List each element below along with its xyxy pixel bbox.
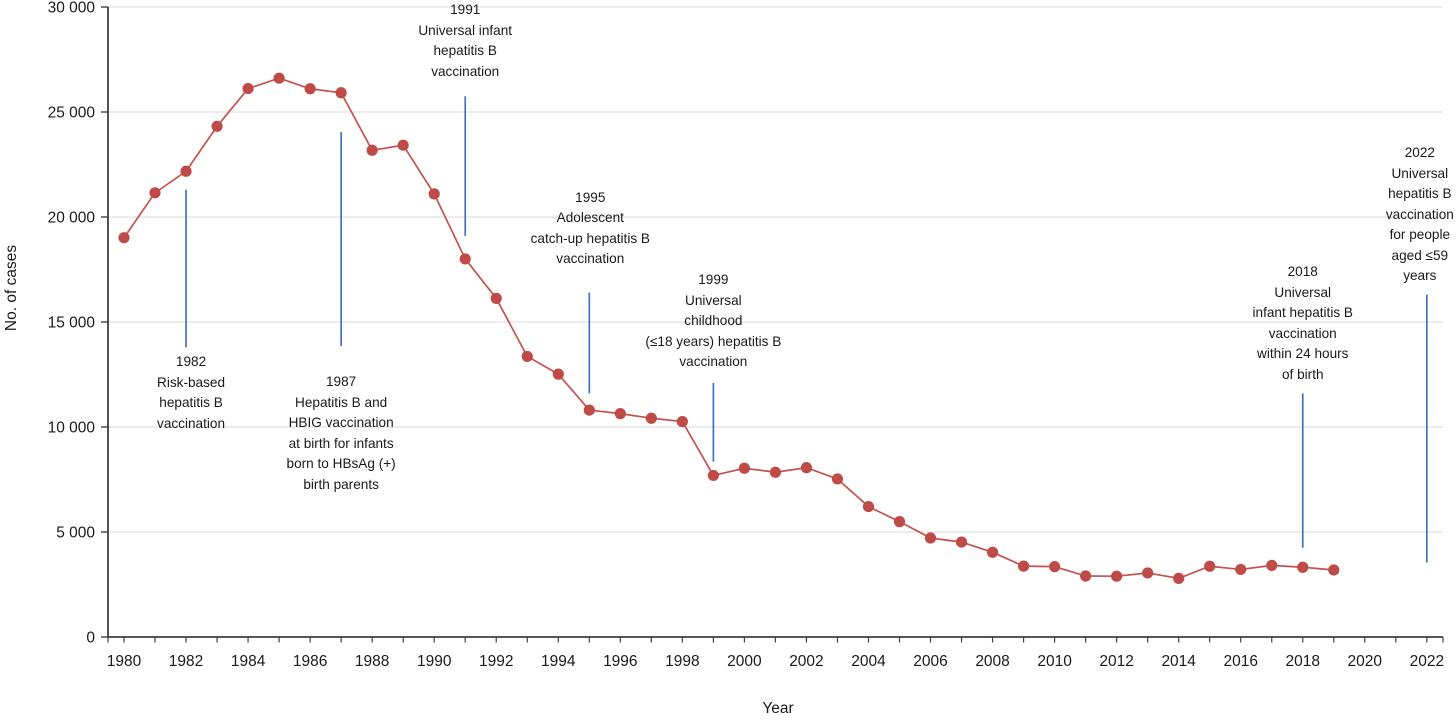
x-tick-label: 2022 — [1410, 653, 1444, 670]
data-point — [1142, 567, 1154, 579]
data-point — [242, 82, 254, 95]
x-tick-label: 1982 — [169, 653, 203, 670]
data-point — [707, 469, 719, 482]
data-point — [738, 462, 751, 474]
x-tick-label: 2012 — [1099, 653, 1133, 670]
x-tick-label: 1986 — [293, 653, 327, 670]
data-point — [676, 415, 688, 428]
y-tick-label: 30 000 — [48, 0, 96, 17]
data-point — [893, 516, 906, 528]
data-point — [614, 408, 626, 420]
x-tick-label: 1984 — [231, 653, 266, 670]
x-axis-title: Year — [762, 700, 793, 717]
y-tick-label: 0 — [86, 630, 95, 647]
data-point — [428, 188, 440, 200]
data-point — [304, 83, 316, 95]
data-point — [180, 165, 192, 177]
series-line — [123, 77, 1334, 580]
data-point — [118, 232, 130, 244]
data-point — [1204, 560, 1216, 572]
y-tick-label: 10 000 — [48, 420, 96, 437]
data-point — [769, 466, 782, 478]
x-tick-label: 2008 — [975, 653, 1009, 670]
data-point — [955, 536, 968, 548]
data-point — [986, 546, 999, 558]
axes: 0 5 000 10 000 15 000 20 000 25 000 30 000 1980… — [48, 0, 1445, 670]
x-tick-label: 2018 — [1286, 653, 1320, 670]
x-tick-label: 1996 — [603, 653, 637, 670]
data-point — [211, 120, 223, 132]
data-point — [397, 139, 409, 151]
data-point — [1017, 560, 1030, 572]
x-tick-label: 1980 — [107, 653, 142, 670]
data-point — [831, 473, 844, 485]
data-point — [335, 87, 347, 99]
y-tick-label: 5 000 — [56, 525, 95, 542]
data-point — [149, 187, 161, 199]
data-point — [1111, 570, 1123, 582]
x-tick-label: 1992 — [479, 653, 513, 670]
data-point — [552, 368, 564, 380]
y-tick-label: 15 000 — [48, 315, 96, 332]
x-tick-label: 2010 — [1037, 653, 1072, 670]
gridlines — [108, 6, 1443, 533]
data-point — [1049, 561, 1061, 573]
x-tick-label: 2002 — [789, 653, 823, 670]
x-tick-label: 1998 — [665, 653, 699, 670]
data-point — [1173, 572, 1185, 584]
data-point — [490, 292, 502, 304]
data-point — [1080, 570, 1092, 582]
x-tick-label: 2016 — [1223, 653, 1257, 670]
x-tick-label: 1994 — [541, 653, 576, 670]
data-point — [366, 144, 378, 156]
y-axis-title: No. of cases — [3, 245, 20, 331]
x-tick-label: 2020 — [1348, 653, 1383, 670]
data-point — [1266, 559, 1278, 572]
y-tick-label: 25 000 — [48, 105, 96, 122]
x-tick-label: 2000 — [727, 653, 762, 670]
data-point — [800, 462, 813, 474]
data-point — [583, 404, 595, 416]
data-point — [1297, 561, 1309, 573]
data-point — [862, 500, 875, 513]
data-point — [1235, 563, 1247, 576]
x-tick-label: 1990 — [417, 653, 452, 670]
data-point — [645, 412, 657, 424]
data-point — [1328, 564, 1340, 576]
data-series — [118, 72, 1340, 584]
y-tick-label: 20 000 — [48, 210, 96, 227]
data-point — [459, 253, 471, 265]
data-point — [521, 350, 533, 363]
x-tick-label: 2004 — [851, 653, 886, 670]
x-tick-label: 1988 — [355, 653, 389, 670]
x-tick-label: 2006 — [913, 653, 947, 670]
x-tick-label: 2014 — [1161, 653, 1196, 670]
annotation-lines — [185, 96, 1428, 563]
data-point — [924, 532, 937, 544]
data-point — [273, 72, 285, 84]
